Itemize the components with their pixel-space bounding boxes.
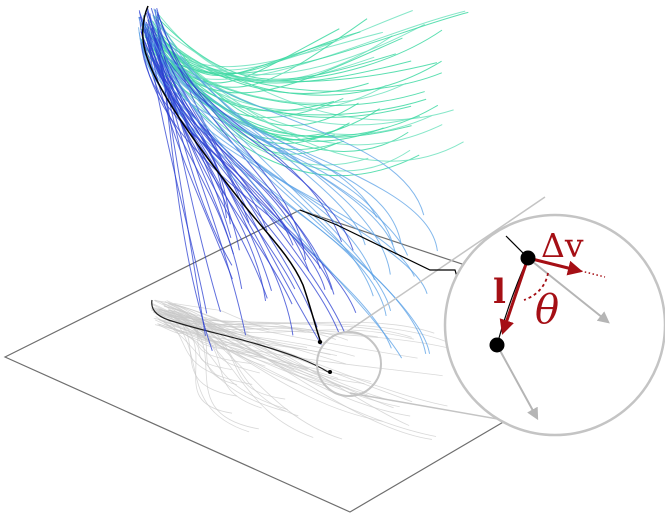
green-trajectory [155,15,396,80]
blue-trajectory [138,27,402,244]
blue-trajectory [156,14,343,243]
delta-v-label: Δv [541,226,584,265]
shadow-trajectory [164,300,298,385]
shadow-trajectory [152,310,412,338]
shadow-trajectory [157,318,437,437]
blue-trajectory [156,7,307,261]
blue-trajectory [150,27,354,251]
shadow-trajectory [167,303,394,409]
green-trajectory [153,26,442,96]
velocity-arrow-current [496,344,539,421]
agent-point-next [520,250,536,266]
shadow-trajectory [157,323,288,410]
velocity-arrow-next [527,257,610,324]
shadow-trajectory [168,309,251,346]
blue-trajectory [155,35,394,245]
green-trajectory [149,37,403,94]
green-trajectory [149,10,466,80]
blue-trajectory [147,23,293,305]
blue-trajectory [145,36,305,248]
zoom-circle [443,213,665,437]
length-label: l [493,272,506,312]
shadow-trajectory [154,299,433,440]
green-trajectory-bundle [139,10,469,177]
delta-v-arrow [527,256,583,276]
blue-trajectory [154,35,357,313]
shadow-endpoint [328,370,332,374]
blue-trajectory [143,16,208,314]
blue-trajectory [156,12,322,346]
shadow-reference-trajectory [151,299,329,373]
angle-label: θ [535,287,559,333]
green-trajectory [152,14,359,126]
shadow-trajectory [170,303,365,384]
reference-endpoint [317,339,323,345]
shadow-trajectory [163,305,418,359]
shadow-trajectory [162,317,414,340]
blue-trajectory [147,19,221,313]
focus-circle [316,331,382,397]
shadow-trajectory [153,299,410,426]
shadow-trajectory [157,311,253,385]
shadow-trajectory [154,319,368,396]
zoom-connector-top [344,196,546,334]
green-trajectory [152,24,393,82]
shadow-trajectory [152,303,266,367]
shadow-trajectory [158,309,448,407]
zoom-inset: Δv l θ [443,213,665,437]
blue-trajectory [151,41,438,252]
blue-trajectory [139,16,234,255]
blue-trajectory [150,17,392,311]
shadow-trajectories [150,299,460,440]
angle-arc [523,272,549,301]
reference-trajectory [142,5,321,341]
shadow-trajectory [150,307,378,338]
green-trajectory [145,51,420,177]
shadow-trajectory [151,306,350,389]
agent-point-current [489,337,505,353]
blue-trajectory [145,12,272,291]
blue-trajectory-bundle [138,7,438,359]
blue-trajectory [144,28,340,333]
blue-trajectory [138,32,415,277]
green-trajectory [151,20,334,76]
blue-trajectory [141,45,375,281]
blue-trajectory [146,23,403,359]
shadow-trajectory [153,312,331,356]
shadow-trajectory [158,323,234,335]
length-arrow [499,257,530,335]
blue-trajectory [149,13,268,299]
shadow-trajectory [161,301,355,357]
